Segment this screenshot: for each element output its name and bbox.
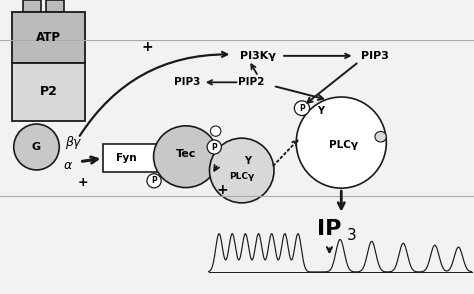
Ellipse shape xyxy=(210,126,221,136)
Text: 3: 3 xyxy=(347,228,357,243)
Text: PIP3: PIP3 xyxy=(361,51,388,61)
Text: +: + xyxy=(217,183,228,197)
Ellipse shape xyxy=(296,97,386,188)
Text: Y: Y xyxy=(318,106,324,116)
Ellipse shape xyxy=(294,101,310,116)
Ellipse shape xyxy=(161,143,172,154)
FancyBboxPatch shape xyxy=(46,0,64,12)
Text: PI3Kγ: PI3Kγ xyxy=(240,51,276,61)
Text: P2: P2 xyxy=(40,85,57,98)
Text: PLCγ: PLCγ xyxy=(229,173,255,181)
FancyBboxPatch shape xyxy=(23,0,41,12)
Text: Fyn: Fyn xyxy=(116,153,137,163)
Text: P: P xyxy=(299,104,305,113)
Text: Y: Y xyxy=(244,156,251,166)
Text: $\beta\gamma$: $\beta\gamma$ xyxy=(65,134,83,151)
Ellipse shape xyxy=(147,174,161,188)
Ellipse shape xyxy=(207,140,221,154)
FancyBboxPatch shape xyxy=(103,144,163,172)
Ellipse shape xyxy=(14,124,59,170)
Ellipse shape xyxy=(210,138,274,203)
Text: PLCγ: PLCγ xyxy=(329,140,358,150)
Text: +: + xyxy=(78,176,88,189)
Text: Tec: Tec xyxy=(176,149,196,159)
Text: G: G xyxy=(32,142,41,152)
Text: $\alpha$: $\alpha$ xyxy=(63,159,73,172)
Text: ATP: ATP xyxy=(36,31,61,44)
Text: PIP3: PIP3 xyxy=(174,77,201,87)
Ellipse shape xyxy=(375,131,386,142)
FancyBboxPatch shape xyxy=(12,12,85,63)
Text: P: P xyxy=(211,143,217,151)
Text: IP: IP xyxy=(317,219,342,239)
Text: +: + xyxy=(141,40,153,54)
Ellipse shape xyxy=(154,126,218,188)
Text: PIP2: PIP2 xyxy=(238,77,264,87)
FancyBboxPatch shape xyxy=(12,63,85,121)
Text: P: P xyxy=(151,176,157,185)
